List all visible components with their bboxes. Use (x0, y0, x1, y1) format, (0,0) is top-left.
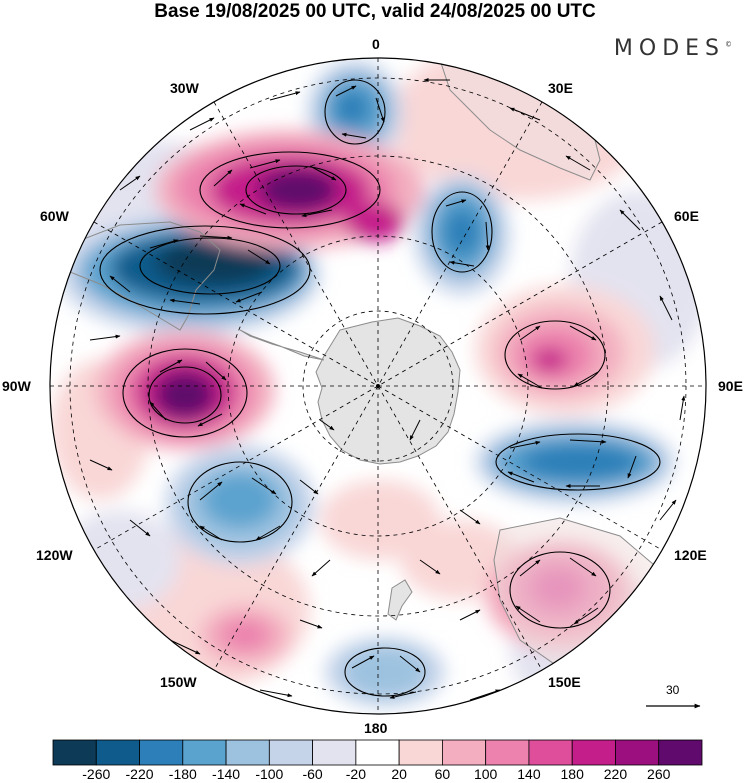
colorbar-swatch (355, 739, 400, 766)
label-90e: 90E (718, 378, 743, 394)
colorbar (52, 739, 703, 766)
reference-vector-label: 30 (666, 683, 680, 697)
antarctica-landmass (315, 317, 461, 465)
wind-vectors (89, 78, 686, 701)
logo-text: MODES (613, 36, 725, 61)
colorbar-tick-label: 60 (434, 766, 451, 782)
colorbar-tick-label: -260 (82, 766, 111, 782)
label-120e: 120E (674, 547, 707, 563)
label-150e: 150E (548, 674, 581, 690)
label-90w: 90W (2, 378, 31, 394)
colorbar-tick-label: 180 (560, 766, 584, 782)
colorbar-swatch (441, 739, 487, 766)
colorbar-swatch (225, 739, 270, 766)
logo-mark: © (725, 40, 732, 49)
label-30w: 30W (170, 80, 199, 96)
colorbar-tick-label: -20 (345, 766, 366, 782)
map-title: Base 19/08/2025 00 UTC, valid 24/08/2025… (154, 1, 596, 22)
colorbar-swatch (52, 739, 97, 766)
contour-lines (99, 79, 661, 697)
label-60w: 60W (40, 208, 69, 224)
colorbar-tick-label: -100 (255, 766, 284, 782)
colorbar-tick-label: 260 (647, 766, 671, 782)
colorbar-swatch (268, 739, 314, 766)
colorbar-tick-label: 100 (473, 766, 498, 782)
colorbar-swatch (615, 739, 660, 766)
colorbar-tick-label: 140 (517, 766, 541, 782)
map-border (49, 57, 707, 715)
colorbar-tick-label: 20 (391, 766, 407, 782)
colorbar-swatch (571, 739, 616, 766)
colorbar-tick-label: -60 (302, 766, 323, 782)
map-disc (50, 58, 706, 714)
colorbar-tick-label: 220 (603, 766, 628, 782)
label-30e: 30E (548, 80, 573, 96)
label-60e: 60E (674, 208, 699, 224)
colorbar-tick-label: -140 (212, 766, 241, 782)
colorbar-tick-label: -220 (125, 766, 154, 782)
colorbar-swatch (95, 739, 140, 766)
label-180: 180 (364, 720, 388, 736)
colorbar-swatch (182, 739, 227, 766)
label-150w: 150W (160, 674, 197, 690)
label-120w: 120W (36, 547, 73, 563)
colorbar-swatch (139, 739, 184, 766)
antarctic-peninsula (239, 329, 325, 361)
modes-logo: MODES© (614, 36, 732, 61)
south-pole-marker (376, 384, 380, 388)
colorbar-tick-label: -180 (168, 766, 197, 782)
colorbar-swatch (658, 739, 703, 766)
colorbar-swatch (398, 739, 443, 766)
new-zealand (387, 579, 413, 621)
label-0: 0 (372, 36, 380, 52)
colorbar-swatch (528, 739, 573, 766)
colorbar-swatch (485, 739, 530, 766)
colorbar-swatch (312, 739, 357, 766)
